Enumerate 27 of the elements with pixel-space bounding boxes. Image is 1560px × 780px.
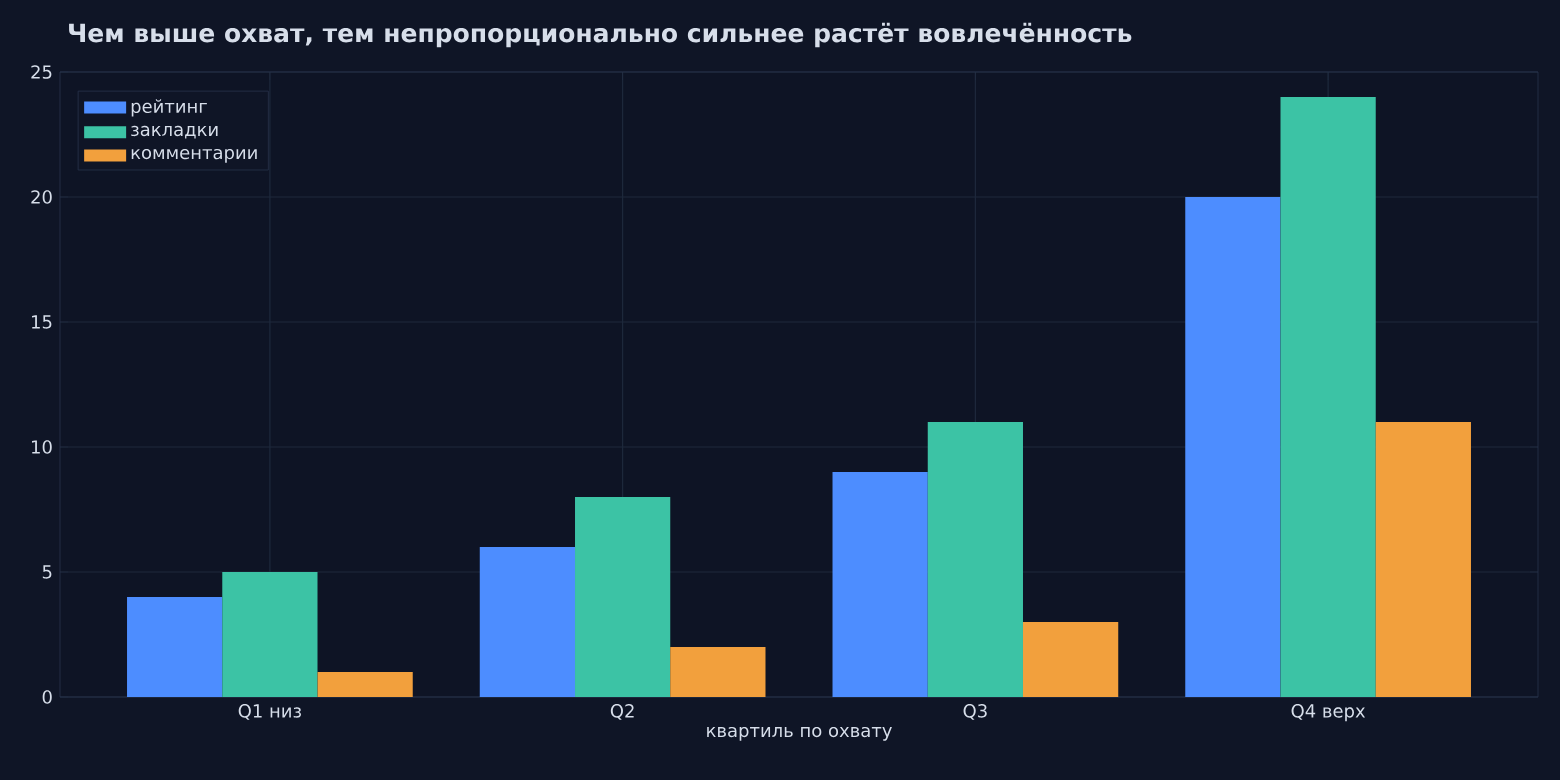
y-tick-label: 0 bbox=[42, 690, 52, 704]
y-tick-label: 15 bbox=[32, 315, 52, 329]
bar bbox=[832, 471, 928, 697]
bar bbox=[575, 496, 671, 697]
y-tick-label: 5 bbox=[42, 565, 52, 579]
x-tick-label: Q1 низ bbox=[238, 704, 301, 720]
bar bbox=[127, 596, 223, 697]
y-tick-label: 10 bbox=[32, 440, 52, 454]
x-tick-label: Q4 верх bbox=[1291, 704, 1366, 722]
legend-label: рейтинг bbox=[131, 99, 207, 117]
bar bbox=[222, 571, 318, 697]
bar bbox=[927, 421, 1023, 697]
x-axis-title: квартиль по охвату bbox=[707, 726, 892, 741]
chart-title: Чем выше охват, тем непропорционально сильнее растёт вовлечённость bbox=[69, 22, 1132, 48]
bar bbox=[1375, 421, 1471, 697]
bar bbox=[670, 646, 766, 697]
legend-label: комментарии bbox=[131, 148, 257, 163]
bar bbox=[1280, 96, 1376, 697]
x-tick-label: Q3 bbox=[963, 704, 987, 720]
bar bbox=[317, 671, 413, 697]
y-tick-label: 20 bbox=[31, 190, 52, 204]
y-tick-label: 25 bbox=[31, 65, 52, 79]
bar bbox=[479, 546, 576, 697]
bar bbox=[1022, 621, 1119, 697]
x-tick-label: Q2 bbox=[610, 704, 634, 720]
legend-label: закладки bbox=[131, 125, 218, 139]
bar bbox=[1185, 196, 1281, 697]
